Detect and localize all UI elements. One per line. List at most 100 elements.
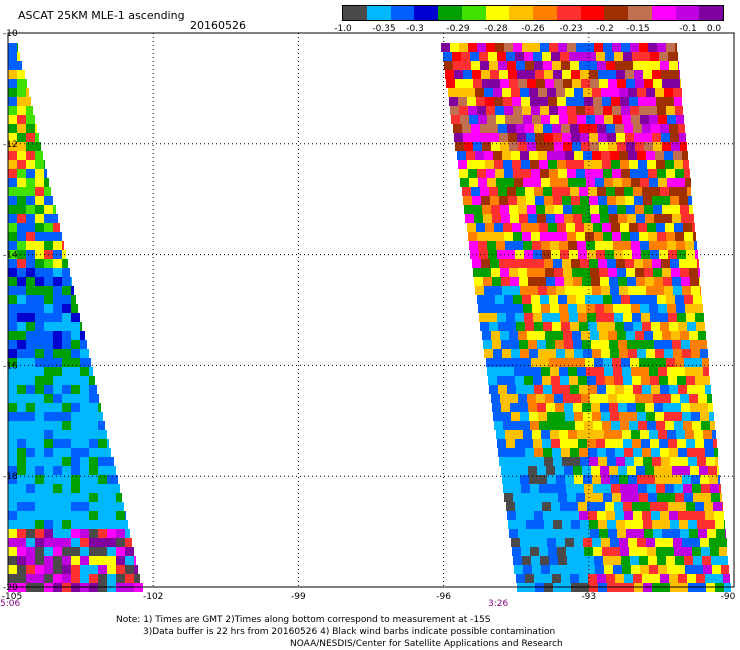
swath-cell xyxy=(673,538,682,547)
swath-cell xyxy=(567,106,576,115)
swath-cell xyxy=(44,520,53,529)
swath-cell xyxy=(518,529,527,538)
swath-cell xyxy=(604,430,613,439)
swath-cell xyxy=(53,520,62,529)
swath-cell xyxy=(671,79,680,88)
swath-cell xyxy=(116,556,125,565)
swath-cell xyxy=(621,358,630,367)
swath-cell xyxy=(620,547,629,556)
swath-cell xyxy=(454,70,463,79)
swath-cell xyxy=(17,493,26,502)
swath-cell xyxy=(26,457,35,466)
swath-cell xyxy=(515,313,524,322)
swath-cell xyxy=(711,556,720,565)
swath-cell xyxy=(613,115,622,124)
swath-cell xyxy=(683,421,692,430)
swath-cell xyxy=(479,250,488,259)
swath-cell xyxy=(8,349,17,358)
swath-cell xyxy=(589,196,598,205)
swath-cell xyxy=(508,70,517,79)
swath-cell xyxy=(657,295,666,304)
swath-cell xyxy=(520,475,529,484)
swath-cell xyxy=(603,295,612,304)
swath-cell xyxy=(644,142,653,151)
swath-cell xyxy=(53,403,62,412)
swath-cell xyxy=(547,349,556,358)
swath-cell xyxy=(473,142,482,151)
lat-label: -12 xyxy=(3,140,18,150)
swath-cell xyxy=(590,268,599,277)
colorbar-segment xyxy=(438,6,462,20)
swath-cell xyxy=(639,169,648,178)
swath-cell xyxy=(510,340,519,349)
swath-cell xyxy=(527,268,536,277)
swath-cell xyxy=(670,457,679,466)
swath-cell xyxy=(588,322,597,331)
swath-cell xyxy=(44,394,53,403)
swath-cell xyxy=(44,430,53,439)
swath-cell xyxy=(26,349,35,358)
swath-cell xyxy=(599,268,608,277)
swath-cell xyxy=(680,331,689,340)
swath-cell xyxy=(606,574,615,583)
swath-cell xyxy=(89,529,98,538)
swath-cell xyxy=(614,502,623,511)
swath-cell xyxy=(580,457,589,466)
swath-cell xyxy=(639,556,648,565)
swath-cell xyxy=(581,205,590,214)
swath-cell xyxy=(617,142,626,151)
swath-cell xyxy=(500,331,509,340)
swath-cell xyxy=(26,142,35,151)
swath-cell xyxy=(660,61,669,70)
swath-cell xyxy=(486,295,495,304)
swath-cell xyxy=(107,439,109,448)
swath-cell xyxy=(706,520,715,529)
lat-label: -20 xyxy=(3,583,18,593)
swath-cell xyxy=(592,538,601,547)
swath-cell xyxy=(669,448,678,457)
swath-cell xyxy=(543,574,552,583)
swath-cell xyxy=(44,358,53,367)
swath-cell xyxy=(503,484,512,493)
swath-cell xyxy=(638,160,647,169)
swath-cell xyxy=(550,430,559,439)
swath-cell xyxy=(35,529,44,538)
swath-cell xyxy=(35,178,44,187)
swath-cell xyxy=(62,349,71,358)
swath-cell xyxy=(526,70,535,79)
swath-cell xyxy=(646,538,655,547)
swath-cell xyxy=(603,493,612,502)
swath-cell xyxy=(8,304,17,313)
swath-cell xyxy=(629,484,638,493)
swath-cell xyxy=(675,556,684,565)
swath-cell xyxy=(500,142,509,151)
swath-cell xyxy=(539,223,548,232)
swath-cell xyxy=(489,61,498,70)
swath-cell xyxy=(582,403,591,412)
swath-cell xyxy=(44,448,53,457)
swath-cell xyxy=(494,421,503,430)
swath-cell xyxy=(493,151,502,160)
swath-cell xyxy=(542,502,551,511)
swath-cell xyxy=(26,421,35,430)
swath-cell xyxy=(35,448,44,457)
swath-cell xyxy=(134,565,138,574)
swath-cell xyxy=(516,61,525,70)
swath-cell xyxy=(548,223,557,232)
swath-cell xyxy=(593,421,602,430)
swath-cell xyxy=(534,448,543,457)
swath-cell xyxy=(508,133,517,142)
swath-cell xyxy=(89,475,98,484)
swath-cell xyxy=(8,475,17,484)
swath-cell xyxy=(622,304,631,313)
swath-cell xyxy=(604,241,613,250)
swath-cell xyxy=(647,223,656,232)
swath-cell xyxy=(35,277,44,286)
swath-cell xyxy=(26,448,35,457)
swath-cell xyxy=(658,241,667,250)
swath-cell xyxy=(693,232,696,241)
swath-cell xyxy=(562,133,571,142)
swath-cell xyxy=(499,457,508,466)
swath-cell xyxy=(662,268,671,277)
swath-cell xyxy=(601,475,610,484)
